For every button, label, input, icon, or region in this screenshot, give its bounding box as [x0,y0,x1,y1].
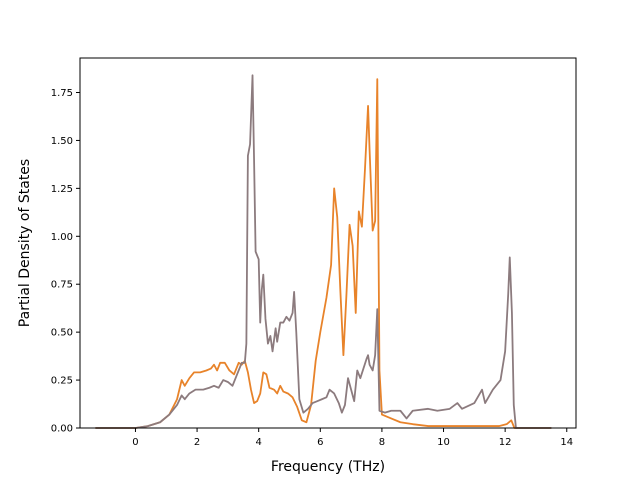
y-tick-label: 1.75 [51,88,73,99]
y-tick-label: 0.25 [51,376,73,387]
x-tick-label: 8 [379,437,385,448]
x-axis-label: Frequency (THz) [271,459,385,475]
x-tick-label: 14 [560,437,573,448]
y-tick-label: 1.50 [51,136,73,147]
y-tick-label: 0.75 [51,280,73,291]
series-layer [95,74,552,429]
x-tick-label: 12 [499,437,512,448]
series-line-2 [95,74,552,429]
x-tick-label: 0 [132,437,138,448]
y-axis-label: Partial Density of States [17,159,33,327]
y-tick-label: 0.00 [51,424,73,435]
x-tick-label: 4 [255,437,261,448]
y-tick-label: 1.25 [51,184,73,195]
plot-frame [79,57,577,429]
plot-area [80,58,576,428]
x-tick-label: 6 [317,437,323,448]
x-axis-ticks: 0 2 4 6 8 10 12 14 [132,428,573,448]
x-tick-label: 2 [194,437,200,448]
x-tick-label: 10 [437,437,450,448]
y-tick-label: 1.00 [51,232,73,243]
y-tick-label: 0.50 [51,328,73,339]
y-axis-ticks: 0.00 0.25 0.50 0.75 1.00 1.25 1.50 1.75 [51,88,80,435]
